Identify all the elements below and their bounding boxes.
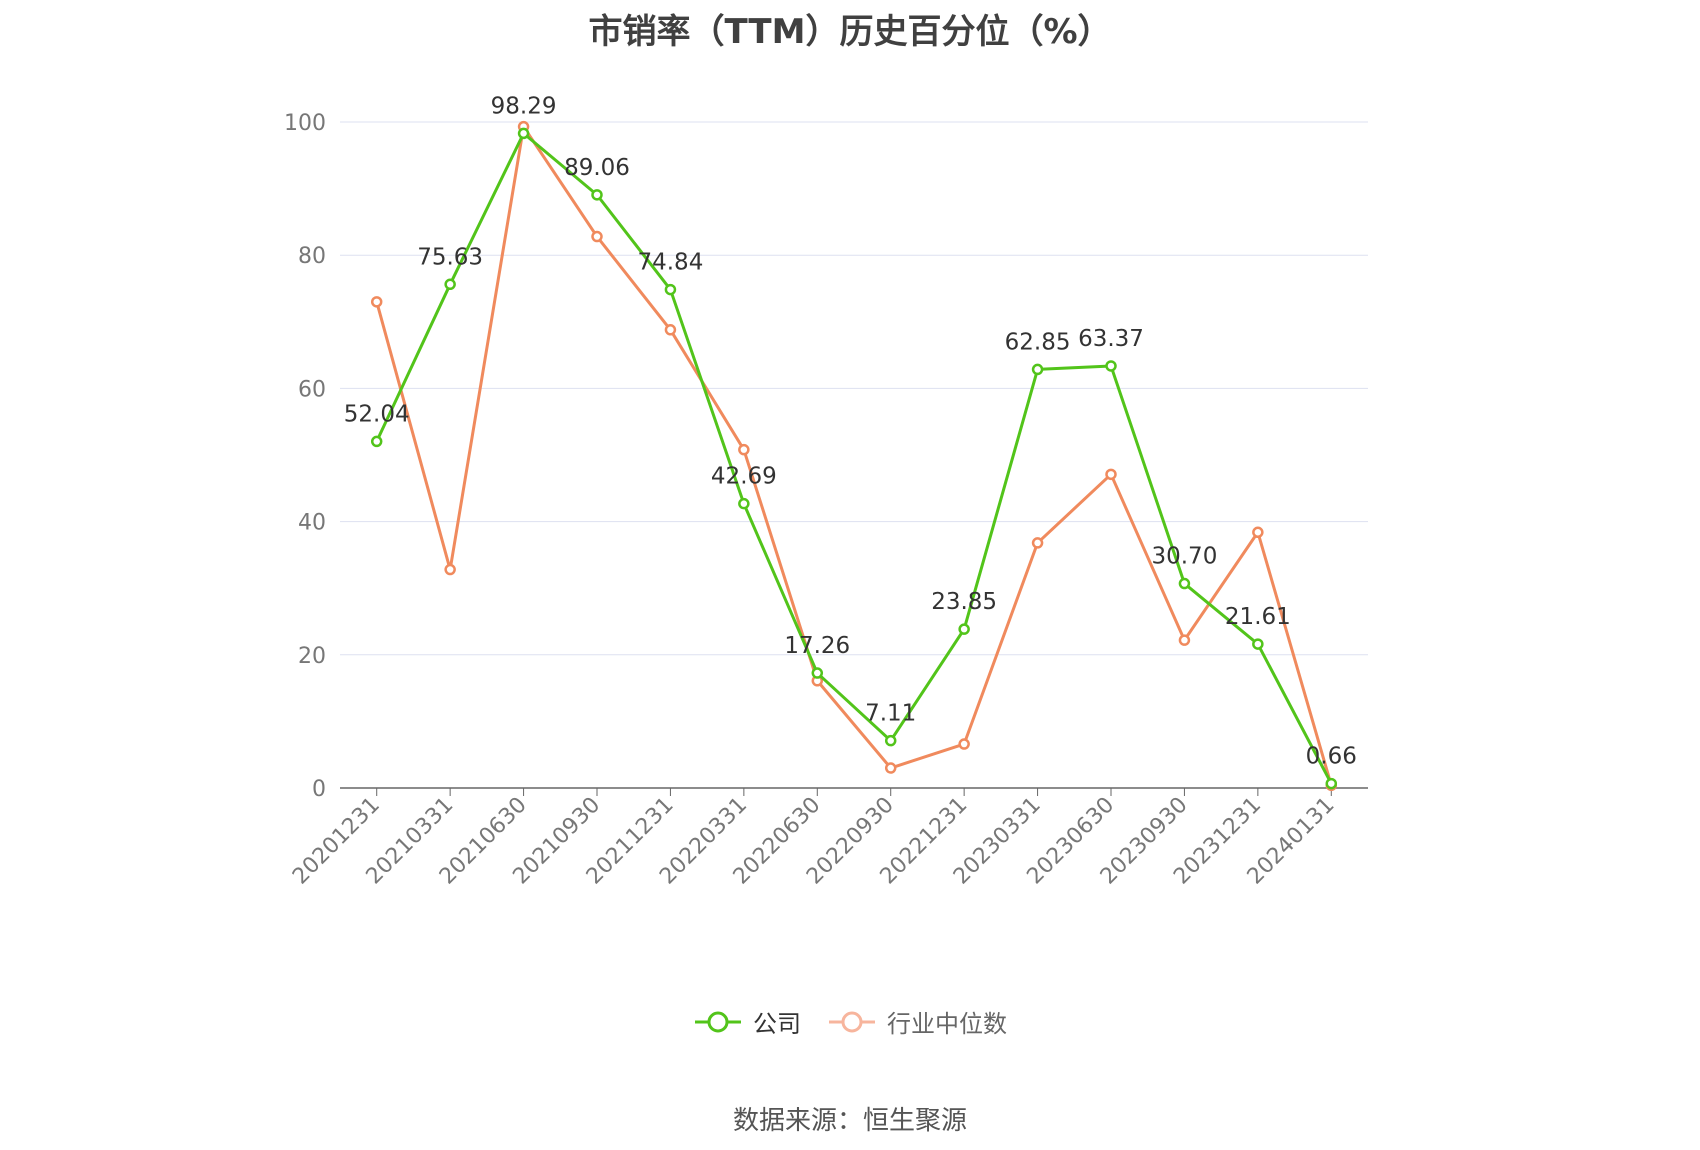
axis-layer: 0204060801002020123120210331202106302021… — [284, 111, 1368, 889]
legend-item-company[interactable]: 公司 — [693, 1004, 801, 1039]
company-point — [1178, 577, 1191, 590]
data-label-layer: 52.04 75.63 98.29 89.06 74.84 42.69 17.26 7.11 2… — [344, 93, 1357, 769]
company-point — [1252, 638, 1264, 650]
company-point — [811, 667, 824, 679]
company-point — [958, 623, 970, 635]
company-point — [1325, 777, 1338, 790]
company-series-line — [375, 131, 1333, 785]
data-label: 17.26 — [784, 633, 850, 659]
industry-point — [591, 230, 603, 243]
company-point — [1105, 360, 1117, 372]
company-point — [664, 283, 677, 296]
industry-point — [1105, 468, 1117, 481]
data-label: 62.85 — [1005, 329, 1071, 355]
legend: 公司 行业中位数 — [0, 1004, 1700, 1039]
data-label: 75.63 — [417, 244, 483, 270]
data-label: 30.70 — [1151, 544, 1217, 570]
company-point — [517, 127, 530, 140]
y-tick-label: 40 — [298, 511, 326, 536]
industry-point — [958, 738, 970, 750]
data-label: 89.06 — [564, 155, 630, 181]
legend-item-industry[interactable]: 行业中位数 — [827, 1004, 1007, 1039]
data-source: 数据来源：恒生聚源 — [732, 1106, 967, 1136]
legend-label-industry: 行业中位数 — [887, 1010, 1007, 1038]
industry-point — [444, 563, 456, 576]
chart-title: 市销率（TTM）历史百分位（%） — [588, 12, 1112, 52]
data-label: 63.37 — [1078, 326, 1144, 352]
company-point — [884, 734, 897, 747]
data-label: 0.66 — [1306, 744, 1357, 770]
y-tick-label: 60 — [298, 377, 326, 402]
data-label: 74.84 — [637, 250, 703, 276]
y-tick-label: 80 — [298, 244, 326, 269]
y-tick-label: 0 — [312, 777, 326, 802]
industry-series-line — [375, 125, 1333, 786]
company-point — [738, 497, 750, 510]
industry-point — [884, 762, 897, 774]
data-label: 52.04 — [344, 401, 410, 427]
y-tick-label: 100 — [284, 111, 326, 136]
data-label: 21.61 — [1225, 604, 1291, 630]
industry-point — [664, 324, 677, 336]
y-tick-label: 20 — [298, 644, 326, 669]
industry-point — [1252, 526, 1264, 539]
industry-point — [738, 443, 750, 456]
legend-line-circle-icon — [695, 1011, 741, 1032]
series-layer — [370, 120, 1338, 792]
legend-label-company: 公司 — [753, 1010, 801, 1038]
industry-point — [1178, 634, 1191, 646]
company-point — [1031, 363, 1044, 376]
grid-layer — [340, 121, 1368, 656]
data-label: 7.11 — [865, 701, 916, 727]
industry-point — [1031, 537, 1044, 549]
industry-point — [370, 296, 383, 308]
legend-line-circle-icon — [829, 1011, 875, 1032]
data-label: 42.69 — [711, 464, 777, 490]
data-label: 23.85 — [931, 589, 997, 615]
data-label: 98.29 — [491, 93, 557, 119]
company-point — [370, 435, 383, 448]
company-point — [444, 278, 456, 291]
company-point — [591, 189, 603, 201]
